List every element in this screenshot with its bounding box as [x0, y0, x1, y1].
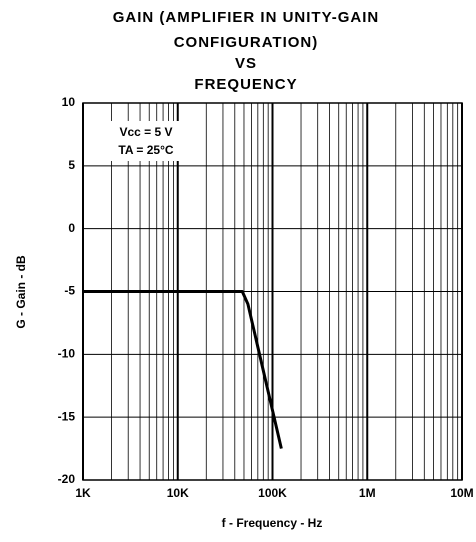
annotation: Vcc = 5 V [119, 125, 172, 139]
y-tick-label: -20 [58, 472, 76, 486]
x-tick-label: 1M [359, 486, 376, 500]
y-tick-label: 0 [68, 221, 75, 235]
x-tick-label: 1K [75, 486, 91, 500]
chart-title: GAIN (AMPLIFIER IN UNITY-GAIN [113, 9, 380, 26]
plot-lines [83, 290, 283, 449]
x-tick-label: 10K [167, 486, 189, 500]
chart-title: VS [235, 55, 257, 72]
y-tick-label: -10 [58, 347, 76, 361]
x-tick-label: 100K [258, 486, 287, 500]
chart-title: CONFIGURATION) [174, 34, 319, 51]
chart-title: FREQUENCY [194, 76, 297, 93]
annotation-box [104, 121, 188, 161]
y-tick-label: -15 [58, 409, 76, 423]
data-line [83, 290, 283, 449]
x-axis-label: f - Frequency - Hz [222, 516, 323, 530]
y-axis-label: G - Gain - dB [14, 255, 28, 329]
y-tick-label: -5 [64, 284, 75, 298]
y-tick-label: 5 [68, 158, 75, 172]
grid [82, 102, 463, 481]
x-tick-label: 10M [450, 486, 473, 500]
y-tick-label: 10 [62, 95, 76, 109]
annotation: TA = 25°C [118, 143, 173, 157]
